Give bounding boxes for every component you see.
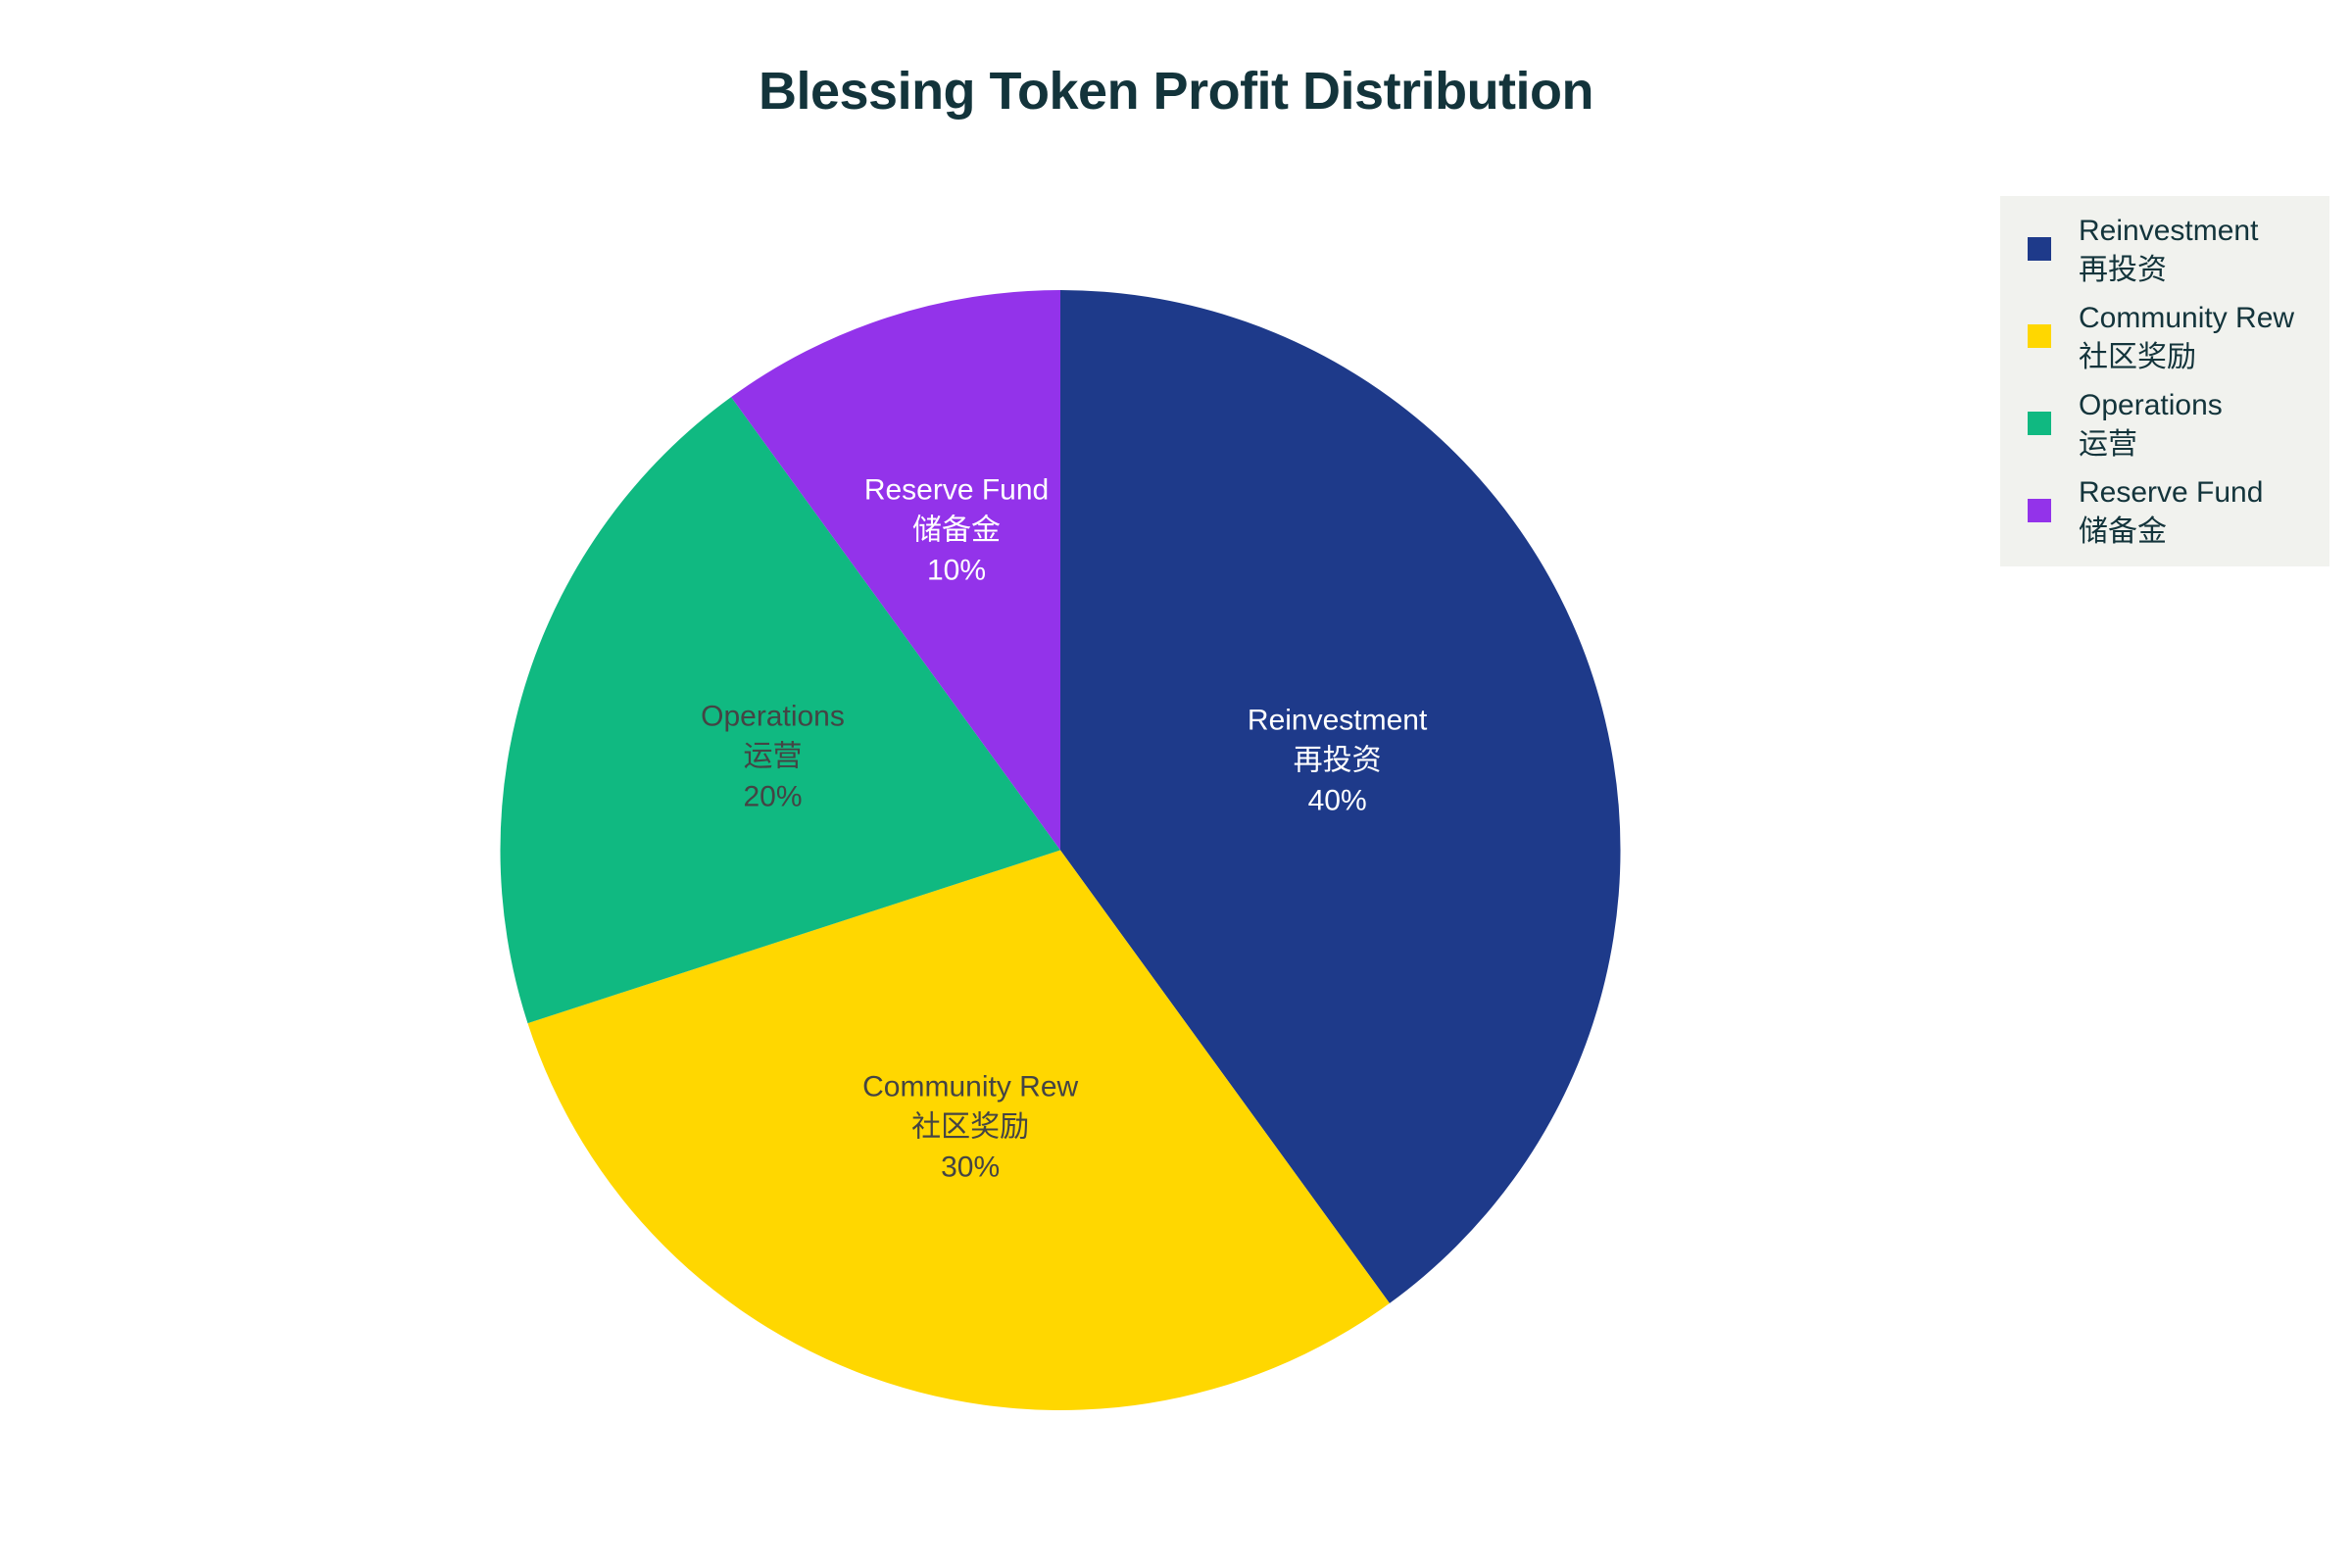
slice-label-percent: 20% [743,780,803,813]
slice-label-percent: 40% [1307,784,1367,817]
chart-title: Blessing Token Profit Distribution [758,62,1594,121]
legend-item-operations[interactable]: Operations 运营 [2000,370,2329,461]
slice-label: Reserve Fund 储备金 10% [864,470,1049,591]
pie-slice-reserve-fund[interactable] [731,290,1060,851]
legend-swatch [2028,499,2051,522]
slice-label: Community Rew 社区奖励 30% [862,1067,1078,1188]
legend: Reinvestment 再投资 Community Rew 社区奖励 Oper… [2000,196,2329,566]
pie-slice-reinvestment[interactable] [1060,290,1621,1303]
slice-label-percent: 10% [927,554,987,587]
slice-label-name-zh: 储备金 [912,514,1002,547]
slice-label-name-zh: 运营 [743,740,803,773]
legend-label-zh: 储备金 [2079,515,2167,548]
slice-label: Operations 运营 20% [701,697,845,817]
slice-label: Reinvestment 再投资 40% [1248,700,1427,820]
slice-label-name-en: Reserve Fund [863,473,1050,507]
legend-label-en: Operations [2079,389,2223,421]
slice-label-name-zh: 再投资 [1293,744,1382,777]
slice-label-percent: 30% [941,1151,1001,1184]
legend-label-en: Reinvestment [2079,215,2259,247]
legend-label-en: Reserve Fund [2079,476,2264,509]
legend-item-community-rewards[interactable]: Community Rew 社区奖励 [2000,283,2329,373]
slice-label-name-en: Operations [701,700,845,733]
legend-item-reinvestment[interactable]: Reinvestment 再投资 [2000,196,2329,286]
legend-label-zh: 运营 [2079,428,2137,461]
pie-slice-community-rew[interactable] [527,850,1390,1411]
slice-label-name-en: Community Rew [862,1070,1079,1103]
legend-label-en: Community Rew [2079,302,2295,334]
legend-swatch [2028,412,2051,435]
pie-slice-operations[interactable] [500,397,1060,1024]
slice-label-name-zh: 社区奖励 [911,1110,1030,1144]
legend-swatch [2028,324,2051,348]
legend-label-zh: 社区奖励 [2079,341,2196,373]
legend-swatch [2028,237,2051,261]
slice-label-name-en: Reinvestment [1247,704,1428,737]
legend-label-zh: 再投资 [2079,254,2167,286]
legend-item-reserve-fund[interactable]: Reserve Fund 储备金 [2000,458,2329,548]
